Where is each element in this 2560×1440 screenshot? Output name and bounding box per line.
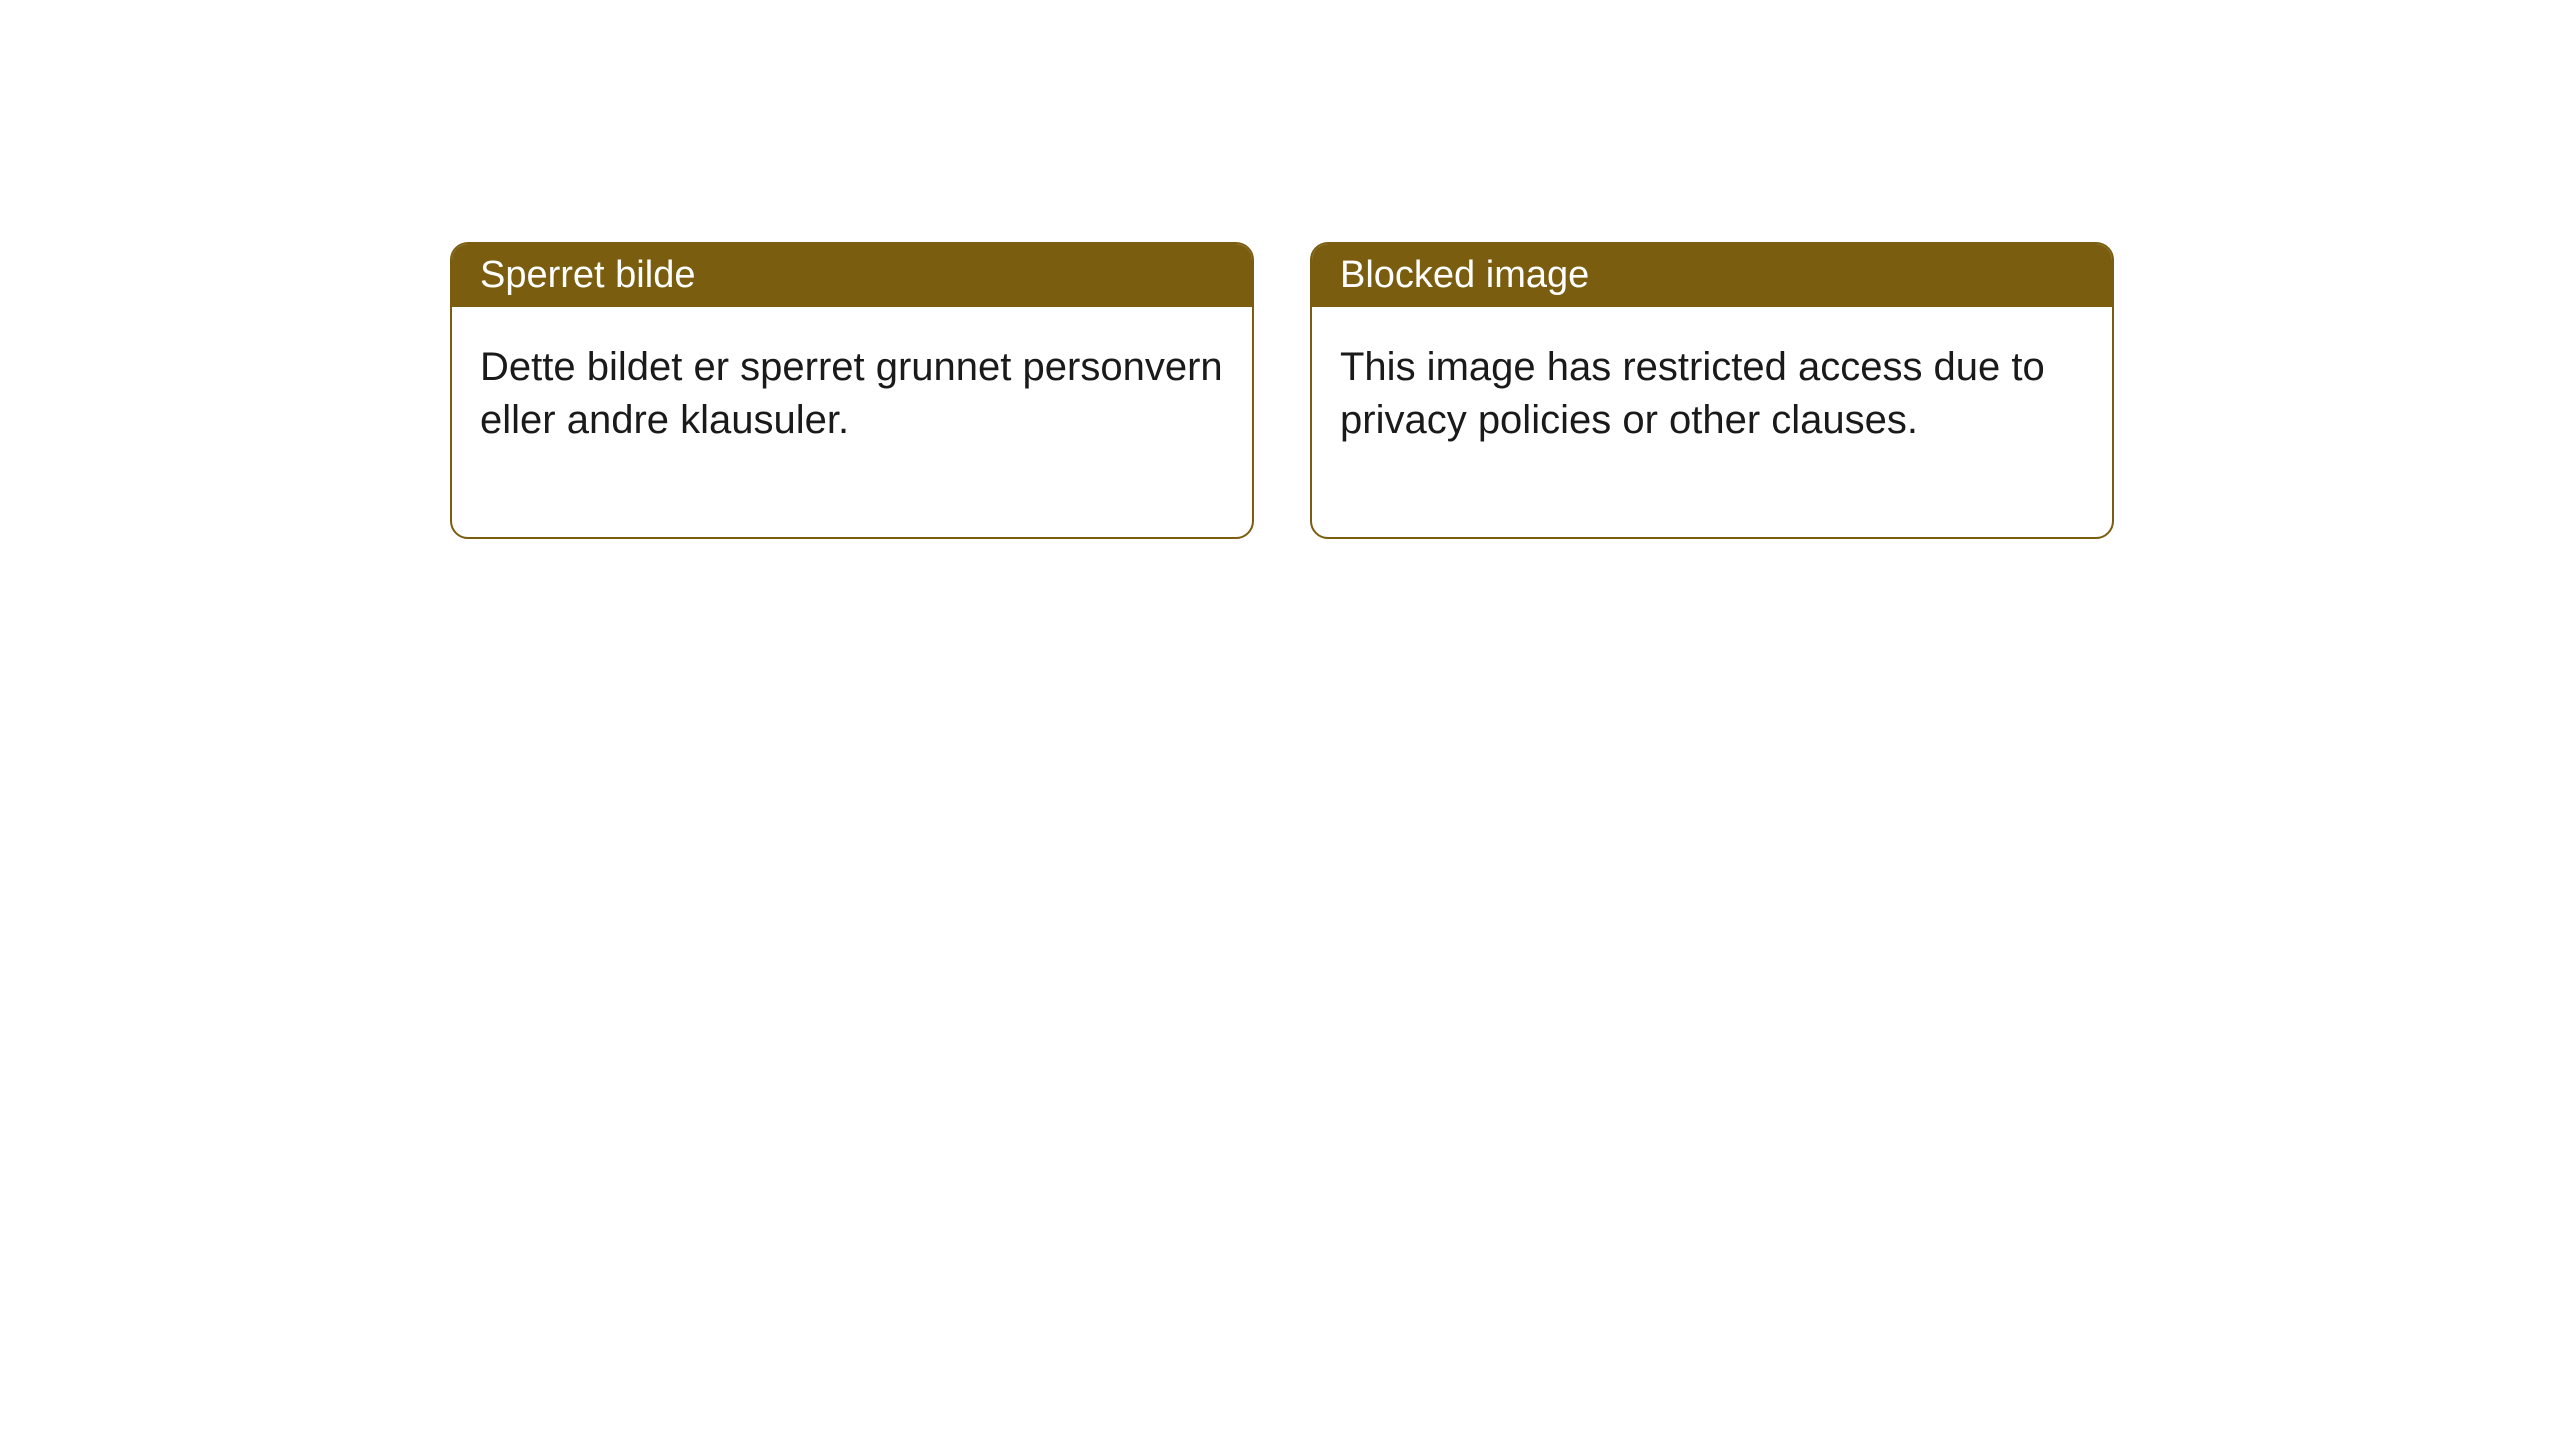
notice-card-norwegian: Sperret bilde Dette bildet er sperret gr… (450, 242, 1254, 539)
notice-body-text: Dette bildet er sperret grunnet personve… (480, 345, 1223, 442)
notice-body: This image has restricted access due to … (1312, 307, 2112, 537)
notice-container: Sperret bilde Dette bildet er sperret gr… (450, 242, 2114, 539)
notice-header: Sperret bilde (452, 244, 1252, 307)
notice-title: Sperret bilde (480, 254, 695, 296)
notice-card-english: Blocked image This image has restricted … (1310, 242, 2114, 539)
notice-header: Blocked image (1312, 244, 2112, 307)
notice-body-text: This image has restricted access due to … (1340, 345, 2045, 442)
notice-body: Dette bildet er sperret grunnet personve… (452, 307, 1252, 537)
notice-title: Blocked image (1340, 254, 1589, 296)
